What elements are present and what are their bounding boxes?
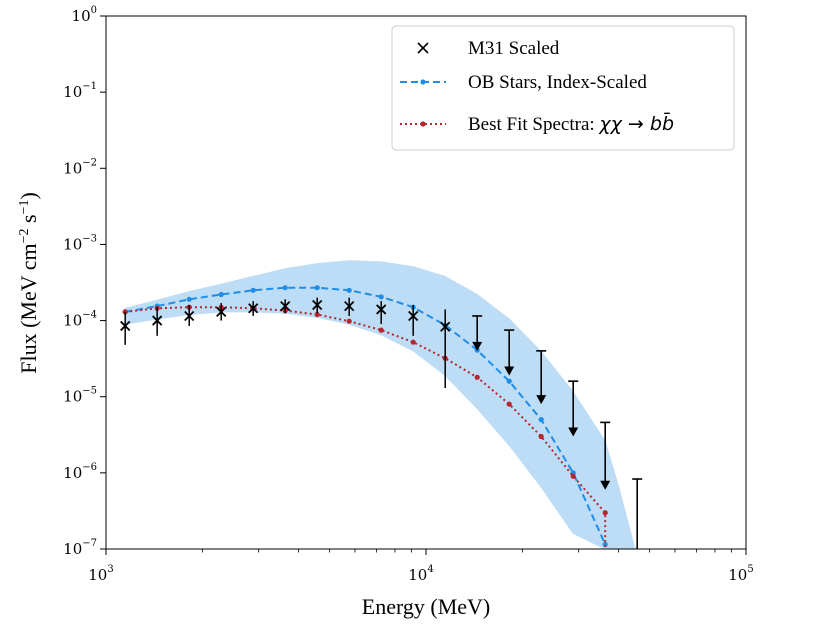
y-tick-label-5: 10−5 — [63, 386, 97, 406]
ob-stars-point — [378, 294, 384, 300]
m31-marker — [376, 304, 387, 315]
x-tick-label-5: 105 — [728, 564, 753, 584]
y-axis-label: Flux (MeV cm−2 s−1) — [16, 192, 41, 374]
legend-marker-ob — [400, 79, 446, 85]
ob-stars-uncertainty-band — [124, 260, 636, 549]
ob-stars-point — [218, 291, 224, 298]
m31-marker — [184, 310, 195, 322]
best-fit-point — [474, 374, 480, 380]
y-tick-label-6: 10−6 — [63, 462, 97, 482]
m31-marker — [280, 300, 291, 312]
m31-marker — [248, 303, 259, 314]
best-fit-point — [570, 473, 576, 479]
m31-marker — [408, 310, 419, 322]
ob-stars-point — [538, 417, 544, 423]
ob-stars-point — [314, 285, 320, 291]
x-axis-label: Energy (MeV) — [362, 594, 491, 619]
m31-upper-limit — [568, 380, 579, 437]
m31-marker — [216, 306, 227, 318]
legend-marker-fit — [400, 121, 446, 127]
best-fit-line — [125, 306, 607, 549]
ob-stars-line — [125, 286, 607, 545]
best-fit-point — [314, 311, 320, 318]
m31-marker — [120, 320, 131, 332]
m31-upper-limit — [536, 350, 547, 405]
best-fit-point — [602, 510, 608, 516]
legend-label-fit: Best Fit Spectra: χχ → bb̄ — [468, 111, 674, 135]
m31-marker — [344, 300, 355, 312]
y-tick-label-4: 10−4 — [63, 310, 97, 330]
y-tick-label-0: 100 — [72, 5, 97, 25]
best-fit-point — [378, 327, 384, 333]
y-tick-label-3: 10−3 — [63, 233, 97, 253]
ob-stars-point — [602, 541, 608, 548]
x-tick-label-3: 103 — [88, 564, 113, 584]
m31-marker — [152, 315, 163, 326]
legend-box — [391, 25, 735, 151]
m31-upper-limit — [472, 315, 483, 351]
y-tick-label-2: 10−2 — [63, 157, 97, 177]
ob-stars-point — [250, 287, 256, 293]
best-fit-point — [538, 433, 544, 440]
ob-stars-point — [346, 287, 352, 293]
x-tick-label-4: 104 — [408, 564, 433, 584]
m31-marker — [440, 321, 451, 332]
y-tick-label-7: 10−7 — [63, 538, 97, 558]
m31-marker — [312, 299, 323, 311]
legend: M31 Scaled OB Stars, Index-Scaled Best F… — [391, 25, 735, 151]
ob-stars-point — [282, 285, 288, 291]
best-fit-point — [346, 318, 352, 324]
best-fit-point — [410, 339, 416, 345]
plot-area — [120, 260, 643, 549]
m31-upper-limit — [632, 478, 643, 549]
best-fit-point — [506, 401, 512, 407]
ob-stars-point — [506, 378, 512, 384]
legend-label-ob: OB Stars, Index-Scaled — [468, 72, 647, 93]
legend-label-m31: M31 Scaled — [468, 38, 560, 59]
m31-upper-limit — [600, 421, 611, 490]
m31-upper-limit — [504, 329, 515, 376]
ob-stars-point — [186, 296, 192, 302]
legend-marker-m31 — [417, 42, 429, 54]
y-tick-label-1: 10−1 — [63, 81, 97, 101]
